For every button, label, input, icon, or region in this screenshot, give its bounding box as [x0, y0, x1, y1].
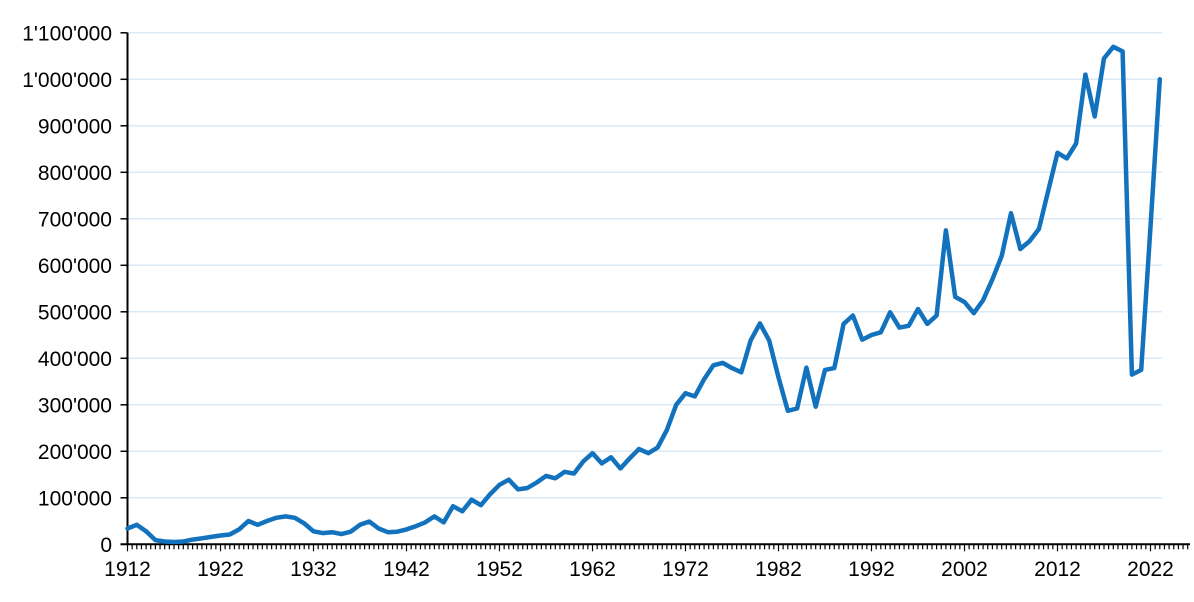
- x-tick-label: 1942: [383, 558, 430, 581]
- x-tick-label: 1932: [290, 558, 337, 581]
- x-tick-label: 1912: [104, 558, 151, 581]
- y-tick-label: 0: [100, 534, 112, 557]
- y-tick-label: 800'000: [38, 162, 112, 185]
- x-tick-label: 1962: [569, 558, 616, 581]
- data-series-line: [125, 44, 1163, 545]
- y-tick-label: 600'000: [38, 255, 112, 278]
- x-tick-label: 2002: [941, 558, 988, 581]
- y-tick-label: 300'000: [38, 394, 112, 417]
- y-tick-label: 200'000: [38, 441, 112, 464]
- x-tick-label: 1982: [755, 558, 802, 581]
- x-tick-labels: 1912 1922 1932 1942 1952 1962 1972 1982 1992 2002…: [104, 558, 1174, 581]
- y-gridlines: [127, 32, 1162, 499]
- x-tick-label: 2012: [1034, 558, 1081, 581]
- y-tick-label: 400'000: [38, 348, 112, 371]
- y-axis: [120, 32, 129, 546]
- x-tick-label: 1992: [848, 558, 895, 581]
- x-tick-label: 1952: [476, 558, 523, 581]
- y-tick-label: 500'000: [38, 301, 112, 324]
- y-tick-label: 1'000'000: [22, 69, 112, 92]
- x-tick-label: 1922: [197, 558, 244, 581]
- y-tick-label: 1'100'000: [22, 22, 112, 45]
- x-tick-label: 1972: [662, 558, 709, 581]
- y-tick-label: 900'000: [38, 115, 112, 138]
- y-tick-label: 100'000: [38, 487, 112, 510]
- x-axis: [120, 543, 1190, 552]
- x-tick-label: 2022: [1127, 558, 1174, 581]
- y-tick-labels: 0 100'000 200'000 300'000 400'000 500'000 600'…: [22, 22, 112, 557]
- y-tick-label: 700'000: [38, 208, 112, 231]
